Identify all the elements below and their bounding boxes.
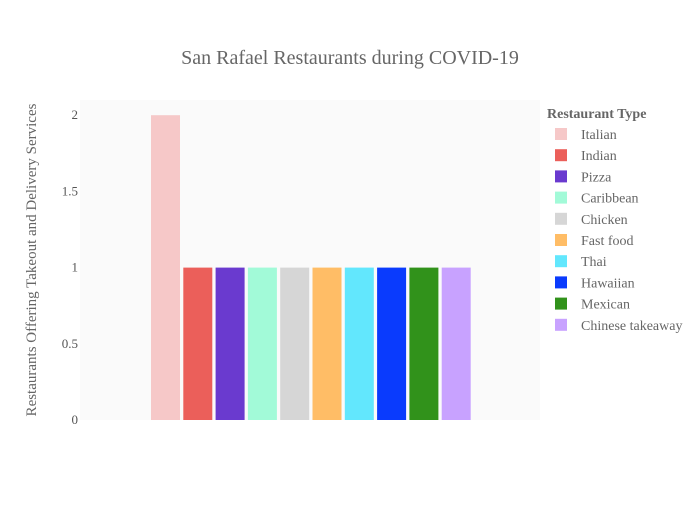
y-tick-label: 1	[72, 260, 79, 275]
legend-label: Mexican	[581, 298, 630, 313]
bar-italian[interactable]	[151, 115, 180, 420]
chart-title: San Rafael Restaurants during COVID-19	[181, 47, 519, 69]
y-tick-label: 1.5	[62, 183, 78, 198]
y-tick-label: 0.5	[62, 336, 78, 351]
plot-area	[80, 100, 540, 420]
legend-label: Thai	[581, 255, 607, 270]
legend-swatch	[555, 212, 567, 225]
y-tick-label: 0	[72, 412, 79, 427]
legend-swatch	[555, 170, 567, 183]
legend-swatch	[555, 255, 567, 268]
legend-item-fast-food[interactable]: Fast food	[555, 234, 634, 249]
legend-item-indian[interactable]: Indian	[555, 149, 617, 164]
legend-item-pizza[interactable]: Pizza	[555, 170, 612, 185]
legend-item-chinese-takeaway[interactable]: Chinese takeaway	[555, 318, 682, 334]
legend-label: Chinese takeaway	[581, 319, 682, 334]
legend-swatch	[555, 297, 567, 310]
bar-caribbean[interactable]	[247, 267, 277, 420]
legend-items: Italian Indian Pizza Caribbean Chicken Fast f…	[555, 128, 682, 334]
legend-swatch	[555, 318, 567, 331]
bar-chicken[interactable]	[280, 267, 310, 420]
legend-label: Caribbean	[581, 192, 639, 207]
legend-title: Restaurant Type	[547, 107, 646, 122]
legend-label: Fast food	[581, 234, 634, 249]
bar-fast-food[interactable]	[312, 267, 342, 420]
bar-pizza[interactable]	[215, 267, 245, 420]
legend-swatch	[555, 149, 567, 162]
bar-hawaiian[interactable]	[377, 267, 407, 420]
bar-mexican[interactable]	[409, 267, 439, 420]
y-axis-ticks: 0 0.5 1 1.5 2	[62, 107, 78, 427]
y-tick-label: 2	[72, 107, 79, 122]
legend-item-hawaiian[interactable]: Hawaiian	[555, 276, 635, 291]
bar-thai[interactable]	[344, 267, 374, 420]
legend-label: Hawaiian	[581, 276, 635, 291]
legend-item-chicken[interactable]: Chicken	[555, 212, 628, 228]
legend-label: Indian	[581, 149, 617, 164]
legend-item-caribbean[interactable]: Caribbean	[555, 191, 639, 207]
y-axis-title: Restaurants Offering Takeout and Deliver…	[24, 103, 40, 416]
bar-indian[interactable]	[183, 267, 213, 420]
legend[interactable]: Restaurant Type Italian Indian Pizza Caribb…	[547, 107, 682, 334]
legend-label: Italian	[581, 128, 617, 143]
bar-chinese-takeaway[interactable]	[441, 267, 471, 420]
legend-swatch	[555, 276, 567, 289]
bars-group	[151, 115, 471, 420]
legend-label: Chicken	[581, 213, 628, 228]
legend-label: Pizza	[581, 170, 612, 185]
legend-item-thai[interactable]: Thai	[555, 255, 607, 270]
legend-swatch	[555, 234, 567, 246]
legend-item-italian[interactable]: Italian	[555, 128, 617, 143]
legend-item-mexican[interactable]: Mexican	[555, 297, 630, 313]
legend-swatch	[555, 128, 567, 140]
legend-swatch	[555, 191, 567, 204]
